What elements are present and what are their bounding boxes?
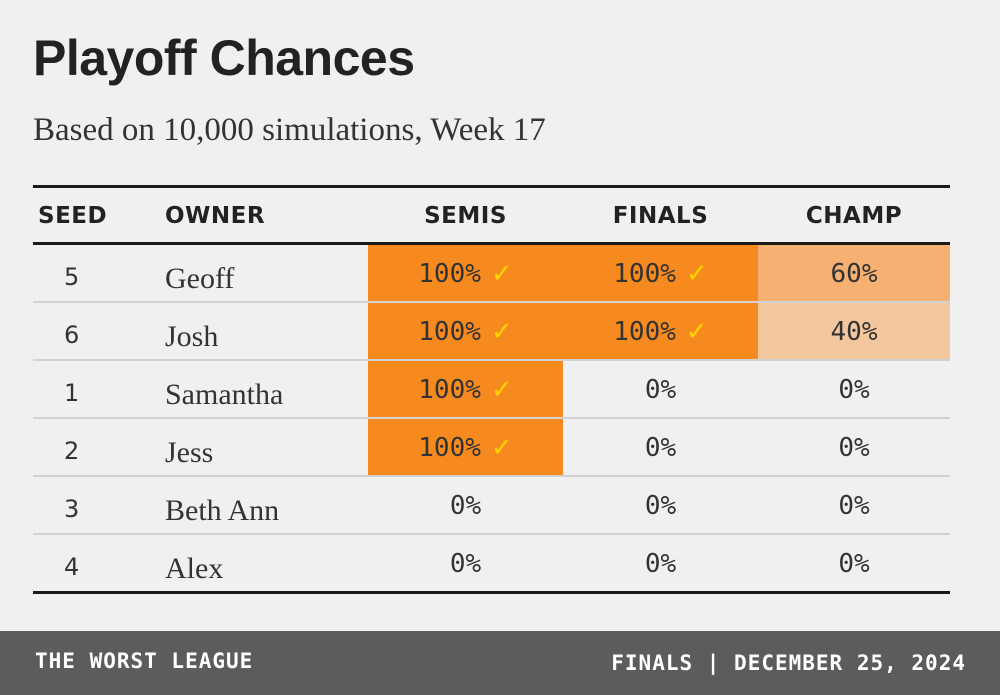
clinched-check-icon: ✓ [685, 259, 708, 289]
finals-cell: 0% [563, 535, 758, 591]
champ-value: 0% [838, 433, 870, 463]
clinched-check-icon: ✓ [490, 317, 513, 347]
finals-cell: 0% [563, 419, 758, 475]
table-row: 2 Jess 100% ✓ 0% 0% [33, 419, 950, 477]
seed-cell: 1 [64, 379, 80, 407]
column-header-owner: OWNER [165, 203, 266, 229]
finals-value: 0% [644, 491, 677, 521]
semis-value: 100% [418, 433, 481, 463]
footer-bar: THE WORST LEAGUE FINALS | DECEMBER 25, 2… [0, 631, 1000, 695]
owner-cell: Josh [165, 320, 219, 353]
champ-cell: 0% [758, 477, 950, 533]
finals-value: 0% [644, 433, 677, 463]
finals-cell: 100% ✓ [563, 303, 758, 359]
owner-cell: Jess [165, 436, 214, 469]
table-row: 1 Samantha 100% ✓ 0% 0% [33, 361, 950, 419]
champ-value: 40% [830, 317, 878, 347]
champ-cell: 0% [758, 361, 950, 417]
semis-value: 100% [418, 375, 481, 405]
champ-cell: 40% [758, 303, 950, 359]
owner-cell: Beth Ann [165, 494, 280, 527]
champ-cell: 60% [758, 245, 950, 301]
finals-cell: 0% [563, 477, 758, 533]
finals-cell: 0% [563, 361, 758, 417]
column-header-seed: SEED [38, 203, 108, 229]
finals-value: 0% [644, 549, 677, 579]
clinched-check-icon: ✓ [490, 259, 513, 289]
table-row: 4 Alex 0% 0% 0% [33, 535, 950, 593]
table-header: SEED OWNER SEMIS FINALS CHAMP [33, 188, 950, 245]
champ-cell: 0% [758, 535, 950, 591]
semis-cell: 0% [368, 535, 563, 591]
champ-cell: 0% [758, 419, 950, 475]
owner-cell: Geoff [165, 262, 235, 295]
semis-value: 100% [418, 317, 481, 347]
champ-value: 0% [838, 549, 870, 579]
semis-cell: 100% ✓ [368, 245, 563, 301]
seed-cell: 3 [64, 495, 80, 523]
seed-cell: 2 [64, 437, 80, 465]
table-bottom-rule [33, 591, 950, 594]
clinched-check-icon: ✓ [685, 317, 708, 347]
column-header-finals: FINALS [612, 203, 709, 229]
table-row: 6 Josh 100% ✓ 100% ✓ 40% [33, 303, 950, 361]
finals-value: 100% [613, 317, 676, 347]
table-row: 3 Beth Ann 0% 0% 0% [33, 477, 950, 535]
champ-value: 0% [838, 375, 870, 405]
semis-value: 100% [418, 259, 481, 289]
round-date: FINALS | DECEMBER 25, 2024 [611, 651, 966, 675]
owner-cell: Samantha [165, 378, 284, 411]
finals-cell: 100% ✓ [563, 245, 758, 301]
league-name: THE WORST LEAGUE [35, 649, 254, 673]
semis-cell: 100% ✓ [368, 419, 563, 475]
semis-cell: 100% ✓ [368, 361, 563, 417]
clinched-check-icon: ✓ [490, 375, 513, 405]
seed-cell: 6 [64, 321, 80, 349]
semis-cell: 0% [368, 477, 563, 533]
champ-value: 60% [830, 259, 878, 289]
champ-value: 0% [838, 491, 870, 521]
table-top-rule [33, 185, 950, 188]
semis-cell: 100% ✓ [368, 303, 563, 359]
finals-value: 0% [644, 375, 677, 405]
owner-cell: Alex [165, 552, 224, 585]
semis-value: 0% [449, 491, 482, 521]
table-row: 5 Geoff 100% ✓ 100% ✓ 60% [33, 245, 950, 303]
column-header-champ: CHAMP [805, 203, 903, 229]
clinched-check-icon: ✓ [490, 433, 513, 463]
seed-cell: 5 [64, 263, 80, 291]
finals-value: 100% [613, 259, 676, 289]
semis-value: 0% [449, 549, 482, 579]
seed-cell: 4 [64, 553, 80, 581]
page-subtitle: Based on 10,000 simulations, Week 17 [33, 112, 546, 148]
page-title: Playoff Chances [33, 30, 415, 86]
column-header-semis: SEMIS [424, 203, 507, 229]
